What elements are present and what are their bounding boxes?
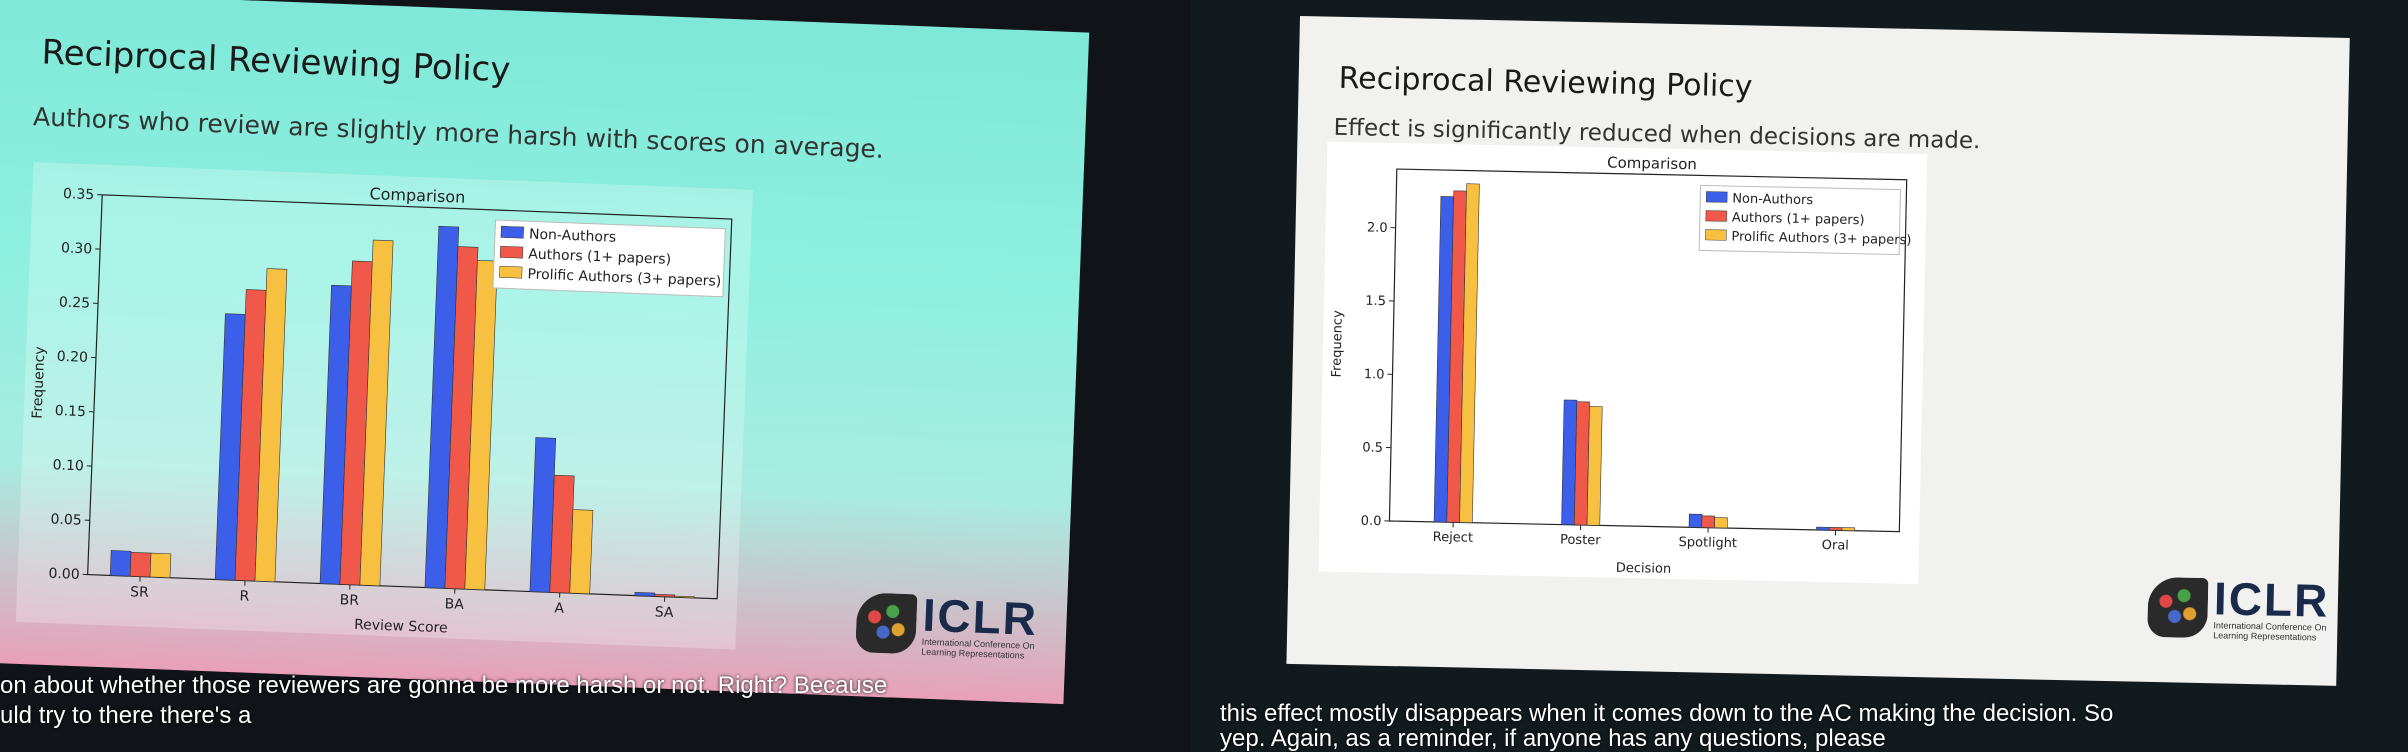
right-bar-reject-2 xyxy=(1459,183,1480,524)
left-ytick-label: 0.20 xyxy=(56,349,88,366)
right-bar-oral-2 xyxy=(1841,527,1856,532)
right-ytick-label: 0.5 xyxy=(1362,440,1383,455)
right-slide: Reciprocal Reviewing Policy Effect is si… xyxy=(1286,16,2350,686)
right-ytick-label: 1.0 xyxy=(1364,367,1385,382)
left-ytick-label: 0.15 xyxy=(54,403,86,420)
left-bar-sr-1 xyxy=(129,552,152,578)
left-xtick-label: R xyxy=(239,588,250,604)
right-xtick-label: Reject xyxy=(1433,530,1474,546)
right-bar-poster-2 xyxy=(1586,406,1603,526)
left-slide-title: Reciprocal Reviewing Policy xyxy=(40,32,512,91)
left-legend-swatch-0 xyxy=(500,225,524,239)
right-logo-text: ICLR xyxy=(2213,572,2330,627)
left-ytick-label: 0.35 xyxy=(63,186,95,203)
left-bar-sr-0 xyxy=(109,550,132,577)
left-xtick-label: BR xyxy=(339,592,359,609)
right-chart-svg: Comparison 0.0 0.5 1.0 1.5 2.0 Frequency Decisi… xyxy=(1329,153,1912,577)
left-x-axis-label: Review Score xyxy=(354,617,448,637)
left-xtick-label: A xyxy=(554,601,565,617)
right-logo-sub: International Conference On Learning Rep… xyxy=(2213,620,2327,643)
left-bar-sa-1 xyxy=(654,593,676,598)
right-caption-line-1: this effect mostly disappears when it co… xyxy=(1220,700,2114,727)
left-chart-svg: Comparison 0.00 0.05 0.10 0.15 0.20 0.25 0.30 0.… xyxy=(30,184,733,637)
left-logo-sub: International Conference On Learning Rep… xyxy=(921,636,1035,661)
left-legend-swatch-1 xyxy=(499,245,524,259)
right-caption-line-2: yep. Again, as a reminder, if anyone has… xyxy=(1220,725,1886,752)
right-xtick-label: Poster xyxy=(1560,533,1602,549)
right-bar-spotlight-0 xyxy=(1688,513,1703,528)
right-ytick-label: 2.0 xyxy=(1367,220,1388,235)
right-bar-spotlight-1 xyxy=(1701,515,1716,529)
left-ytick-label: 0.00 xyxy=(48,566,80,583)
right-legend-swatch-0 xyxy=(1705,191,1728,203)
left-chart: Comparison 0.00 0.05 0.10 0.15 0.20 0.25 0.30 0.… xyxy=(15,162,753,650)
right-legend-box xyxy=(1698,184,1902,256)
right-legend-label-1: Authors (1+ papers) xyxy=(1732,210,1865,228)
right-photo: Reciprocal Reviewing Policy Effect is si… xyxy=(1190,0,2408,752)
right-slide-title: Reciprocal Reviewing Policy xyxy=(1338,60,1753,105)
left-xtick-label: SA xyxy=(654,604,674,621)
left-bar-ba-2 xyxy=(464,260,498,591)
left-ytick-label: 0.05 xyxy=(50,511,82,528)
right-chart-title: Comparison xyxy=(1607,153,1697,173)
right-legend-swatch-1 xyxy=(1705,210,1728,222)
right-xtick-label: Spotlight xyxy=(1678,535,1737,551)
right-chart: Comparison 0.0 0.5 1.0 1.5 2.0 Frequency Decisi… xyxy=(1318,141,1928,585)
left-xtick-label: BA xyxy=(444,596,464,613)
right-iclr-logo: ICLR International Conference On Learnin… xyxy=(2147,572,2350,644)
left-slide: Reciprocal Reviewing Policy Authors who … xyxy=(0,0,1090,705)
left-bar-sa-0 xyxy=(634,592,656,597)
right-ytick-label: 1.5 xyxy=(1365,294,1386,309)
left-xtick-label: SR xyxy=(130,584,149,601)
right-bar-oral-0 xyxy=(1816,526,1830,531)
left-bar-r-2 xyxy=(254,268,288,583)
left-ytick-label: 0.10 xyxy=(52,457,84,474)
left-legend-box xyxy=(492,219,726,298)
left-ytick-label: 0.25 xyxy=(59,295,91,312)
left-legend-label-2: Prolific Authors (3+ papers) xyxy=(527,266,721,289)
left-chart-title: Comparison xyxy=(369,184,465,207)
right-plot-frame xyxy=(1388,168,1908,533)
left-iclr-logo: ICLR International Conference On Learnin… xyxy=(855,589,1063,663)
right-x-axis-label: Decision xyxy=(1616,561,1672,577)
left-caption-line-2: uld try to there there's a xyxy=(0,702,252,729)
left-bar-br-2 xyxy=(359,239,394,587)
left-y-axis-label: Frequency xyxy=(30,346,49,419)
left-bar-sa-2 xyxy=(674,595,695,599)
left-legend-label-1: Authors (1+ papers) xyxy=(528,246,671,267)
left-logo-text: ICLR xyxy=(921,588,1039,646)
right-bar-oral-1 xyxy=(1828,526,1843,531)
left-bar-a-2 xyxy=(569,509,594,595)
right-bar-spotlight-2 xyxy=(1714,517,1728,529)
left-logo-mark-icon xyxy=(855,592,918,655)
right-legend: Non-Authors Authors (1+ papers)Prolific A… xyxy=(1698,184,1912,256)
left-plot-frame xyxy=(87,194,733,600)
left-caption-line-1: on about whether those reviewers are gon… xyxy=(0,672,888,699)
right-legend-label-2: Prolific Authors (3+ papers) xyxy=(1731,229,1911,248)
left-ytick-label: 0.30 xyxy=(61,240,93,257)
left-slide-subtitle: Authors who review are slightly more har… xyxy=(32,102,885,164)
right-legend-swatch-2 xyxy=(1705,229,1727,241)
left-legend-label-0: Non-Authors xyxy=(529,226,617,245)
right-logo-mark-icon xyxy=(2147,576,2209,639)
right-y-axis-label: Frequency xyxy=(1329,310,1345,378)
right-ytick-label: 0.0 xyxy=(1361,514,1382,529)
right-xtick-label: Oral xyxy=(1822,538,1849,554)
left-legend-swatch-2 xyxy=(499,265,523,279)
left-bar-sr-2 xyxy=(149,552,172,579)
left-photo: Reciprocal Reviewing Policy Authors who … xyxy=(0,0,1190,752)
right-legend-label-0: Non-Authors xyxy=(1732,191,1813,208)
